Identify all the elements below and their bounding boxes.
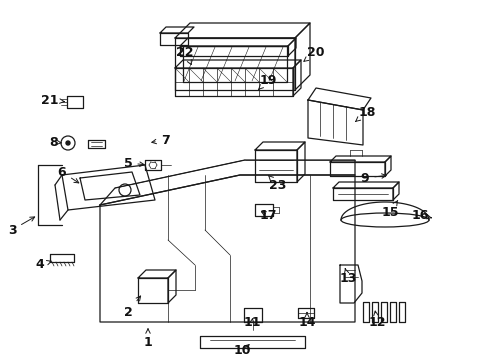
Text: 7: 7 [152,134,170,147]
Text: 19: 19 [259,73,277,89]
Text: 4: 4 [36,258,51,271]
Text: 6: 6 [58,166,79,183]
Text: 9: 9 [361,171,386,185]
Text: 11: 11 [243,315,261,328]
Text: 1: 1 [144,329,152,348]
Text: 13: 13 [339,269,357,284]
Text: 22: 22 [176,45,194,64]
Text: 15: 15 [381,201,399,219]
Text: 23: 23 [269,176,287,192]
Text: 5: 5 [123,157,144,170]
Text: 3: 3 [8,217,35,237]
Text: 14: 14 [298,312,316,328]
Text: 18: 18 [356,105,376,121]
Text: 8: 8 [49,135,61,149]
Text: 12: 12 [368,311,386,328]
Text: 10: 10 [233,345,251,357]
Text: 17: 17 [259,208,277,221]
Text: 20: 20 [304,45,325,61]
Text: 16: 16 [411,208,432,221]
Text: 2: 2 [123,296,141,319]
Circle shape [66,141,70,145]
Text: 21: 21 [41,94,65,107]
